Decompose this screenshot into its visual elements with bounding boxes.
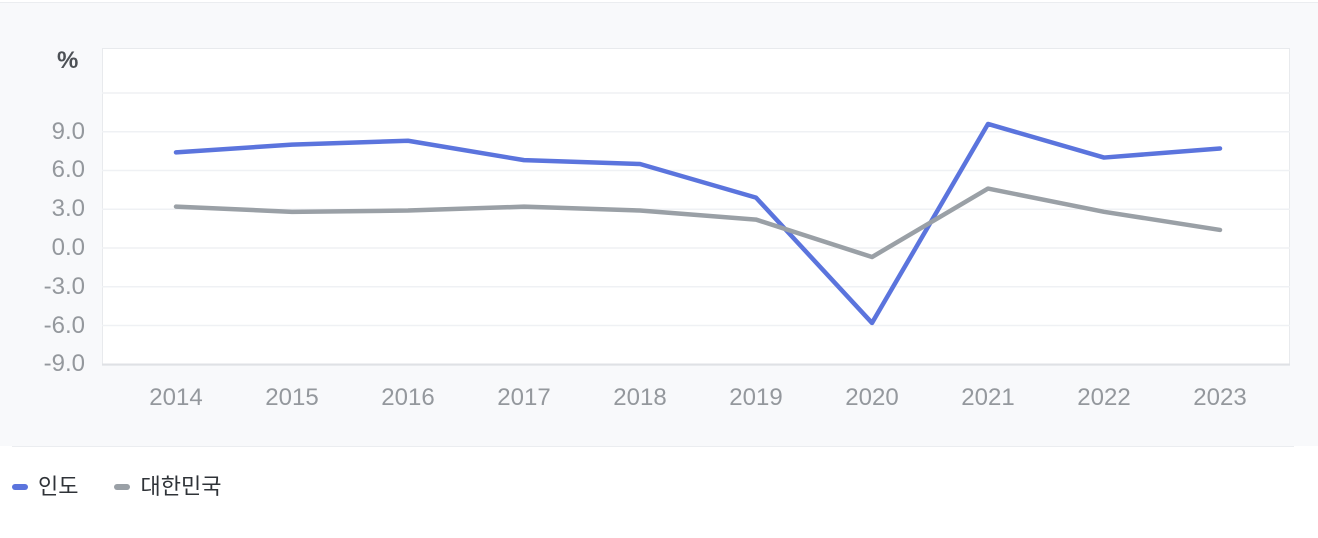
chart-card: % 9.0 6.0 3.0 0.0 -3.0 -6.0 -9.0 2014 2015 2016 2… xyxy=(0,3,1318,446)
x-tick-label: 2014 xyxy=(149,384,203,411)
x-tick-label: 2020 xyxy=(845,384,899,411)
y-tick-label: -9.0 xyxy=(43,350,85,378)
y-tick-label: -6.0 xyxy=(43,311,85,339)
x-tick-label: 2019 xyxy=(729,384,783,411)
legend-item-korea[interactable]: 대한민국 xyxy=(114,473,221,501)
x-tick-label: 2021 xyxy=(961,384,1015,411)
y-tick-label: 3.0 xyxy=(51,195,85,223)
x-tick-label: 2015 xyxy=(265,384,319,411)
series-line-india[interactable] xyxy=(173,121,1223,326)
legend-item-india[interactable]: 인도 xyxy=(12,473,78,501)
y-tick-label: 0.0 xyxy=(51,234,85,261)
y-tick-label: 6.0 xyxy=(51,156,85,184)
x-tick-label: 2018 xyxy=(613,384,667,411)
card-top-border xyxy=(0,2,1318,3)
legend: 인도 대한민국 xyxy=(12,473,221,501)
card-bottom-divider xyxy=(12,446,1294,447)
india-series-swatch-icon xyxy=(12,484,28,490)
y-tick-label: -3.0 xyxy=(43,272,85,300)
legend-label-india: 인도 xyxy=(38,474,79,499)
plot-area[interactable] xyxy=(102,48,1290,366)
y-axis-unit-label: % xyxy=(57,47,79,74)
series-line-korea[interactable] xyxy=(173,186,1223,260)
korea-series-swatch-icon xyxy=(114,484,131,490)
x-tick-label: 2016 xyxy=(381,384,435,411)
x-tick-label: 2023 xyxy=(1193,384,1247,411)
y-tick-label: 9.0 xyxy=(51,117,85,145)
legend-label-korea: 대한민국 xyxy=(140,474,222,499)
line-chart-svg xyxy=(102,92,1290,366)
x-tick-label: 2022 xyxy=(1077,384,1131,411)
x-tick-label: 2017 xyxy=(497,384,551,411)
